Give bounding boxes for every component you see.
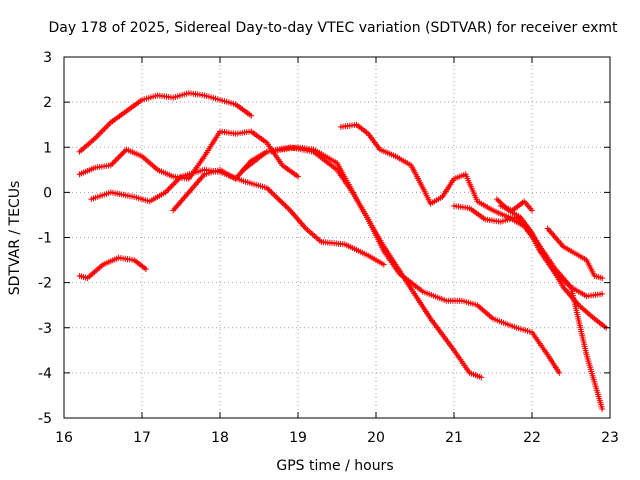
x-tick-label: 21 (445, 430, 463, 446)
x-tick-label: 16 (55, 430, 73, 446)
y-tick-label: -1 (38, 231, 52, 247)
x-axis-label: GPS time / hours (276, 458, 393, 474)
series-trace-4 (76, 254, 149, 282)
y-tick-label: 0 (43, 185, 52, 201)
x-tick-label: 19 (289, 430, 307, 446)
x-tick-label: 20 (367, 430, 385, 446)
series-markers (240, 144, 563, 376)
x-tick-label: 22 (523, 430, 541, 446)
y-tick-label: -3 (38, 321, 52, 337)
series-trace-7 (337, 121, 606, 412)
grid-layer (64, 57, 610, 418)
series-markers (497, 198, 535, 214)
series-markers (544, 225, 606, 282)
y-tick-label: -4 (38, 366, 52, 382)
series-trace-11 (497, 198, 535, 214)
series-trace-6 (240, 144, 563, 376)
y-axis-label: SDTVAR / TECUs (7, 181, 23, 296)
y-tick-label: -2 (38, 276, 52, 292)
y-tick-label: -5 (38, 411, 52, 427)
series-trace-2 (76, 128, 301, 182)
x-tick-label: 23 (601, 430, 619, 446)
series-layer (76, 90, 610, 412)
series-trace-1 (76, 90, 255, 155)
series-markers (76, 128, 301, 182)
y-tick-label: 1 (43, 140, 52, 156)
series-markers (76, 254, 149, 282)
y-tick-label: 3 (43, 50, 52, 66)
chart-title: Day 178 of 2025, Sidereal Day-to-day VTE… (49, 20, 619, 36)
y-tick-label: 2 (43, 95, 52, 111)
series-trace-10 (544, 225, 606, 282)
x-tick-label: 18 (211, 430, 229, 446)
series-markers (76, 90, 255, 155)
x-tick-label: 17 (133, 430, 151, 446)
